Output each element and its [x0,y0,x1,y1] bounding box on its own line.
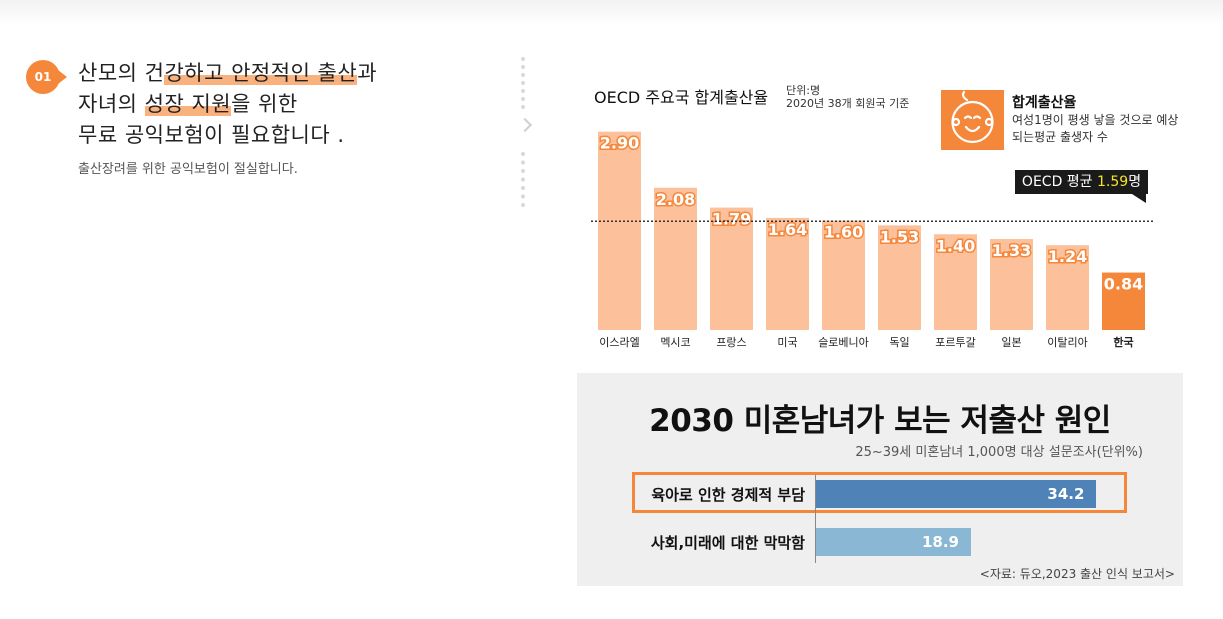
bar-value-label: 1.60 [824,223,863,242]
avg-unit: 명 [1128,174,1142,190]
bar-value-label: 18.9 [921,533,959,551]
bar [990,239,1033,330]
headline-line-3: 무료 공익보험이 필요합니다 . [78,123,345,147]
highlight-border [632,472,1127,513]
bar [598,131,641,330]
bar [934,234,977,330]
section-number-badge: 01 [26,60,60,94]
category-label: 사회,미래에 대한 막막함 [650,534,805,552]
category-label: 이탈리아 [1047,336,1087,349]
headline-text: 자녀의 [78,92,145,116]
headline-line-2: 자녀의 성장 지원을 위한 [78,89,377,120]
bar [822,220,865,330]
headline: 산모의 건강하고 안정적인 출산과 자녀의 성장 지원을 위한 무료 공익보험이… [78,58,377,151]
divider-dots [521,152,525,207]
category-label: 프랑스 [716,336,746,349]
survey-title: 2030 미혼남녀가 보는 저출산 원인 [649,403,1111,439]
category-label: 독일 [889,335,909,349]
survey-panel: 2030 미혼남녀가 보는 저출산 원인 25~39세 미혼남녀 1,000명 … [577,373,1183,586]
headline-text: 을 위한 [231,92,298,116]
badge-pointer-icon [58,70,67,84]
bar [710,207,753,330]
bar-value-label: 1.40 [936,236,975,255]
chart1-basis-label: 2020년 38개 회원국 기준 [786,97,910,110]
category-label: 멕시코 [660,336,690,349]
legend-description: 여성1명이 평생 낳을 것으로 예상되는평균 출생자 수 [1012,113,1179,144]
avg-label: OECD 평균 [1021,174,1098,190]
bar-value-label: 1.33 [992,241,1031,260]
category-label: 육아로 인한 경제적 부담 [651,486,805,504]
category-label: 포르투갈 [935,335,975,349]
bar [1046,245,1089,330]
category-label: 일본 [1001,335,1021,349]
category-label: 한국 [1113,335,1133,349]
category-label: 슬로베니아 [818,336,869,349]
headline-line-1: 산모의 건강하고 안정적인 출산과 [78,58,377,89]
legend-title: 합계출산율 [1012,95,1077,111]
category-label: 미국 [777,336,797,349]
fertility-bar-chart: 2.90 이스라엘 2.08 멕시코 1.79 프랑스 1.64 미국 1.60 슬로베니아 1.5… [591,131,1153,349]
headline-subtext: 출산장려를 위한 공익보험이 절실합니다. [78,162,298,177]
category-label: 이스라엘 [599,336,639,349]
bar-value-label: 2.90 [600,134,639,153]
bar-value-label: 1.79 [712,210,751,229]
survey-subtitle: 25~39세 미혼남녀 1,000명 대상 설문조사(단위%) [855,445,1143,460]
bar-value-label: 2.08 [656,190,695,209]
bar [766,217,809,330]
oecd-average-callout: OECD 평균 1.59명 [1015,170,1148,194]
headline-text: 과 [357,61,378,85]
bar [816,480,1097,508]
bar [878,225,921,330]
callout-pointer-icon [1132,194,1146,203]
bar-value-label: 1.64 [768,220,807,239]
divider-dots [521,57,525,109]
top-shadow [0,0,1223,26]
avg-value: 1.59 [1097,174,1129,190]
chart1-title: OECD 주요국 합계출산율 [594,88,769,107]
chart1-unit: 단위:명 2020년 38개 회원국 기준 [786,84,909,110]
chevron-right-icon [517,117,533,133]
chart1-unit-label: 단위:명 [786,84,821,97]
baby-face-icon [941,90,1004,150]
bar-value-label: 1.53 [880,227,919,246]
headline-text: 산모의 건 [78,61,165,85]
bar [654,187,697,330]
bar [1102,272,1145,330]
headline-highlight: 강하고 안정적인 출산 [164,61,358,85]
bar-value-label: 34.2 [1047,485,1085,503]
source-note: <자료: 듀오,2023 출산 인식 보고서> [979,567,1175,581]
headline-highlight: 성장 지원 [144,92,232,116]
bar-value-label: 1.24 [1048,247,1087,266]
bar [816,528,971,556]
bar-value-label: 0.84 [1104,275,1143,294]
axis-line [815,475,816,563]
